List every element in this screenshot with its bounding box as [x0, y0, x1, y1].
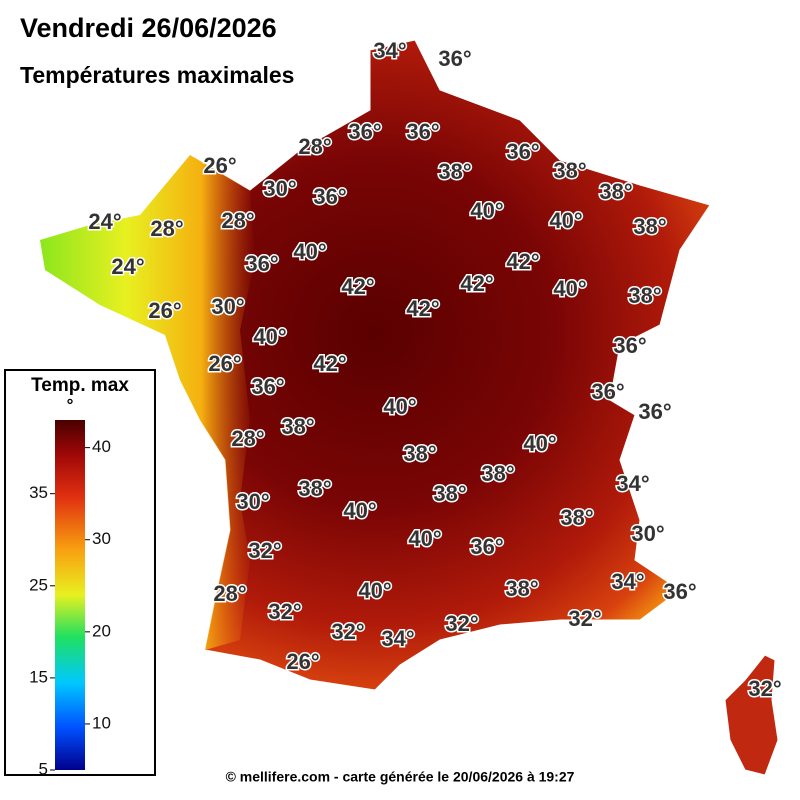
temp-label: 36° — [638, 399, 671, 424]
temp-label: 28° — [213, 581, 246, 606]
temp-label: 40° — [408, 526, 441, 551]
tick-label: 35 — [29, 483, 48, 502]
temp-label: 34° — [616, 471, 649, 496]
temp-label: 42° — [506, 249, 539, 274]
temp-label: 26° — [148, 298, 181, 323]
title: Vendredi 26/06/2026 — [20, 13, 277, 43]
temp-label: 36° — [663, 579, 696, 604]
temp-label: 36° — [438, 46, 471, 71]
temp-label: 30° — [211, 294, 244, 319]
temp-label: 32° — [748, 676, 781, 701]
tick-label: 15 — [29, 667, 48, 686]
temp-label: 38° — [553, 158, 586, 183]
temp-label: 38° — [633, 214, 666, 239]
subtitle: Températures maximales — [20, 62, 294, 88]
temp-label: 34° — [373, 38, 406, 63]
temp-label: 36° — [613, 333, 646, 358]
temp-label: 28° — [231, 426, 264, 451]
temp-label: 32° — [248, 538, 281, 563]
temp-label: 40° — [553, 276, 586, 301]
temp-label: 42° — [313, 351, 346, 376]
west-coast — [40, 155, 255, 650]
temp-label: 32° — [568, 606, 601, 631]
legend-title: Temp. max — [31, 375, 129, 396]
temp-label: 36° — [251, 374, 284, 399]
temp-label: 42° — [406, 296, 439, 321]
temp-label: 24° — [111, 254, 144, 279]
temp-label: 38° — [560, 505, 593, 530]
temp-label: 40° — [383, 394, 416, 419]
temp-label: 28° — [150, 216, 183, 241]
temp-label: 40° — [470, 198, 503, 223]
temp-label: 38° — [505, 576, 538, 601]
temp-label: 26° — [203, 153, 236, 178]
temp-label: 32° — [331, 619, 364, 644]
temp-label: 32° — [268, 599, 301, 624]
tick-label: 25 — [29, 575, 48, 594]
tick-label: 5 — [39, 759, 48, 778]
legend-unit: ° — [67, 395, 74, 414]
temp-label: 38° — [481, 461, 514, 486]
temp-label: 30° — [631, 521, 664, 546]
temp-label: 42° — [460, 271, 493, 296]
temp-label: 28° — [298, 134, 331, 159]
temp-label: 34° — [611, 569, 644, 594]
temp-label: 24° — [88, 209, 121, 234]
temp-label: 40° — [293, 239, 326, 264]
temp-label: 26° — [208, 351, 241, 376]
footer: © mellifere.com - carte générée le 20/06… — [226, 769, 575, 785]
temp-label: 36° — [506, 139, 539, 164]
temp-label: 28° — [221, 208, 254, 233]
temp-label: 32° — [445, 611, 478, 636]
color-bar — [55, 420, 85, 770]
temp-label: 30° — [263, 176, 296, 201]
tick-label: 30 — [92, 529, 111, 548]
tick-label: 20 — [92, 621, 111, 640]
temp-label: 38° — [433, 481, 466, 506]
temp-label: 38° — [628, 283, 661, 308]
temp-label: 38° — [438, 159, 471, 184]
tick-label: 10 — [92, 713, 111, 732]
temp-label: 34° — [381, 626, 414, 651]
temp-label: 38° — [599, 179, 632, 204]
corsica — [724, 654, 779, 776]
temp-label: 36° — [313, 184, 346, 209]
temp-label: 40° — [358, 578, 391, 603]
temp-label: 38° — [298, 476, 331, 501]
temp-label: 42° — [341, 274, 374, 299]
temp-label: 30° — [236, 489, 269, 514]
temp-label: 36° — [406, 119, 439, 144]
temp-label: 36° — [245, 251, 278, 276]
temp-label: 36° — [470, 534, 503, 559]
temp-label: 40° — [343, 498, 376, 523]
temp-label: 36° — [348, 119, 381, 144]
tick-label: 40 — [92, 437, 111, 456]
temp-label: 38° — [281, 414, 314, 439]
temp-label: 38° — [403, 441, 436, 466]
temp-label: 26° — [286, 649, 319, 674]
temp-label: 40° — [549, 208, 582, 233]
temp-label: 40° — [253, 324, 286, 349]
temp-label: 36° — [591, 379, 624, 404]
temp-label: 40° — [523, 431, 556, 456]
